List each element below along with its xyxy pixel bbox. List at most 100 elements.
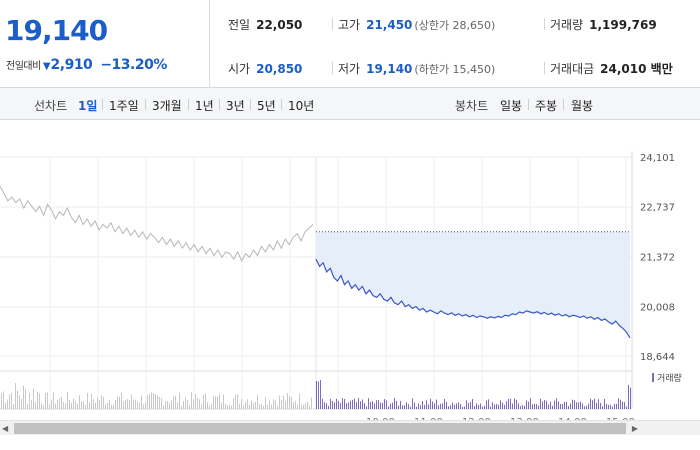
volume-bar [55, 403, 56, 409]
volume-bar [470, 402, 471, 409]
volume-bar [514, 398, 515, 409]
volume-bar [460, 404, 461, 409]
x-tick-label: 13:00 [510, 417, 539, 421]
volume-bar [444, 399, 445, 409]
volume-bar [478, 405, 479, 409]
current-price: 19,140 [5, 14, 108, 47]
volume-bar [97, 397, 98, 409]
volume-bar [418, 403, 419, 409]
volume-bar [113, 405, 114, 409]
high-label: 고가 [338, 18, 361, 32]
volume-bar [588, 403, 589, 409]
volume-bar [61, 396, 62, 409]
volume-bar [434, 403, 435, 409]
volume-bar [145, 402, 146, 409]
change-label: 전일대비 [6, 61, 41, 72]
period-1d-tab[interactable]: 1일 [78, 99, 98, 113]
volume-bar [283, 395, 284, 409]
x-tick-label: 10:00 [366, 417, 395, 421]
volume-bar [179, 392, 180, 409]
volume-bar [253, 402, 254, 409]
period-3m-tab[interactable]: 3개월 [152, 99, 182, 113]
volume-bar [189, 404, 190, 409]
volume-bar [67, 392, 68, 409]
chart-toolbar: 선차트 1일 1주일 3개월 1년 3년 5년 10년 봉차트 일봉 주봉 월봉 [0, 88, 700, 120]
volume-bar [255, 401, 256, 409]
period-1y-tab[interactable]: 1년 [195, 99, 214, 113]
volume-bar [101, 395, 102, 409]
volume-bar [506, 401, 507, 409]
volume-bar [125, 399, 126, 409]
x-tick-label: 15:00 [606, 417, 635, 421]
volume-bar [249, 405, 250, 409]
volume-bar [153, 393, 154, 409]
volume-bar [326, 403, 327, 409]
volume-bar [336, 398, 337, 409]
today-fill-area [316, 231, 630, 338]
volume-bar [221, 402, 222, 409]
volume-bar [43, 405, 44, 409]
volume-bar [352, 399, 353, 409]
volume-bar [41, 403, 42, 409]
volume-bar [568, 405, 569, 409]
volume-bar [420, 405, 421, 409]
volume-bar [53, 392, 54, 409]
volume-bar [318, 381, 319, 409]
candle-chart-label: 봉차트 [455, 99, 489, 113]
volume-bar [360, 401, 361, 409]
quote-header: 19,140 전일대비 ▼2,910 −13.20% 전일 22,050 고가 21,4… [0, 0, 700, 88]
scroll-thumb[interactable] [14, 423, 626, 434]
volume-bar [582, 403, 583, 409]
volume-bar [77, 403, 78, 409]
volume-bar [163, 405, 164, 409]
volume-bar [63, 402, 64, 409]
toolbar-divider [528, 99, 529, 110]
volume-bar [610, 404, 611, 409]
volume-panel [1, 380, 631, 409]
period-10y-tab[interactable]: 10년 [288, 99, 315, 113]
scroll-left-arrow-icon[interactable]: ◀ [2, 424, 9, 433]
stat-prev-close: 전일 22,050 [228, 16, 302, 33]
volume-bar [464, 406, 465, 409]
volume-bar [1, 393, 2, 409]
volume-bar [618, 398, 619, 409]
volume-bar [566, 401, 567, 409]
upper-limit-note: (상한가 28,650) [414, 19, 496, 32]
volume-bar [143, 404, 144, 409]
volume-bar [466, 400, 467, 409]
open-value: 20,850 [256, 62, 303, 76]
y-tick-label: 21,372 [640, 253, 675, 264]
volume-bar [85, 404, 86, 409]
volume-bar [544, 399, 545, 409]
scroll-right-arrow-icon[interactable]: ▶ [631, 424, 638, 433]
volume-bar [217, 396, 218, 409]
candle-daily-tab[interactable]: 일봉 [500, 99, 523, 113]
volume-bar [332, 401, 333, 409]
period-1w-tab[interactable]: 1주일 [109, 99, 139, 113]
volume-bar [532, 404, 533, 409]
volume-bar [602, 406, 603, 409]
candle-weekly-tab[interactable]: 주봉 [535, 99, 558, 113]
period-3y-tab[interactable]: 3년 [226, 99, 245, 113]
volume-bar [320, 380, 321, 409]
volume-bar [105, 404, 106, 409]
volume-bar [598, 399, 599, 409]
x-axis-ticks: 10:00 11:00 12:00 13:00 14:00 15:00 [366, 417, 635, 421]
volume-bar [414, 402, 415, 409]
y-tick-label: 24,101 [640, 153, 675, 164]
volume-bar [29, 393, 30, 409]
volume-bar [201, 404, 202, 409]
volume-bar [446, 401, 447, 409]
volume-bar [454, 404, 455, 409]
volume-bar [199, 399, 200, 409]
volume-bar [225, 403, 226, 409]
volume-bar [426, 400, 427, 409]
volume-label: 거래량 [550, 18, 584, 32]
volume-bar [305, 403, 306, 409]
volume-bar [524, 405, 525, 409]
period-5y-tab[interactable]: 5년 [257, 99, 276, 113]
candle-monthly-tab[interactable]: 월봉 [571, 99, 594, 113]
volume-bar [289, 396, 290, 409]
volume-bar [376, 400, 377, 409]
horizontal-scrollbar[interactable]: ◀ ▶ [0, 420, 700, 435]
